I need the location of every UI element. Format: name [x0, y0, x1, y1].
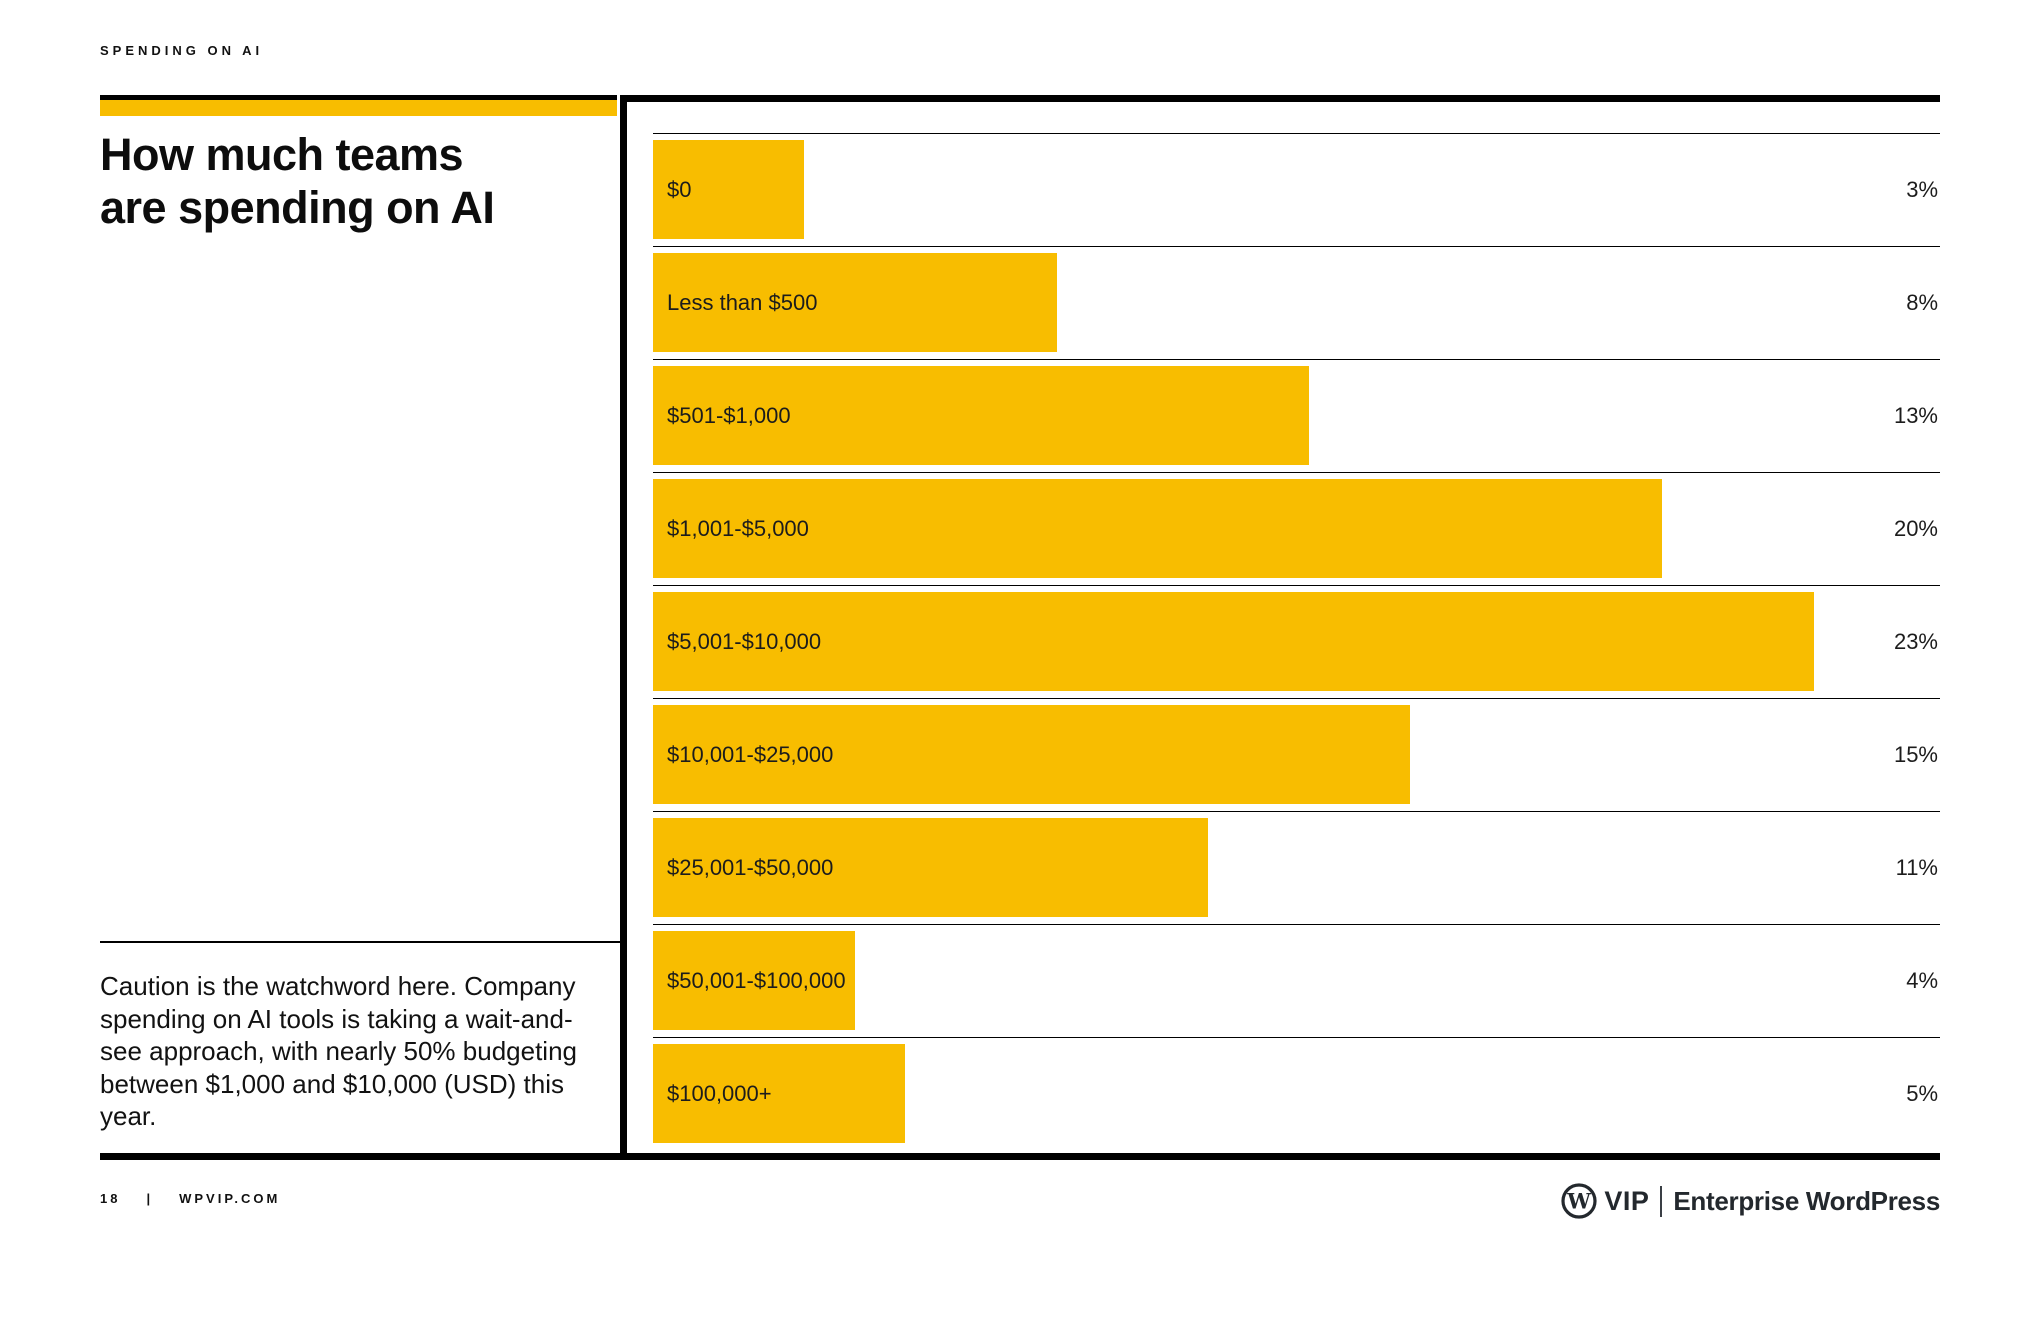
chart-row: $100,000+ 5% — [653, 1037, 1940, 1150]
page-title-line1: How much teams — [100, 129, 464, 180]
bar-value-label: 15% — [1893, 742, 1938, 767]
bar-value-label: 20% — [1893, 516, 1938, 541]
chart-bar: $10,001-$25,000 — [653, 705, 1411, 804]
brand-divider — [1660, 1185, 1663, 1217]
chart-row: Less than $500 8% — [653, 246, 1940, 359]
chart-bar: $5,001-$10,000 — [653, 592, 1814, 691]
chart-bar: $0 — [653, 140, 805, 239]
caption-divider — [100, 941, 620, 943]
bar-value-label: 13% — [1893, 403, 1938, 428]
bar-value-label: 11% — [1895, 855, 1938, 880]
chart-row: $0 3% — [653, 133, 1940, 246]
header-accent-bar — [100, 100, 617, 116]
chart-bar: $1,001-$5,000 — [653, 479, 1663, 578]
caption-text: Caution is the watchword here. Company s… — [100, 971, 577, 1131]
footer-site-url[interactable]: WPVIP.COM — [179, 1191, 281, 1206]
bar-value-label: 4% — [1906, 968, 1938, 993]
chart-row: $1,001-$5,000 20% — [653, 472, 1940, 585]
eyebrow-label: SPENDING ON AI — [100, 43, 264, 58]
vip-wordmark: VIP — [1604, 1185, 1650, 1216]
footer-top-rule — [100, 1153, 1940, 1160]
bar-category-label: $0 — [667, 176, 692, 202]
chart-row: $501-$1,000 13% — [653, 359, 1940, 472]
bar-category-label: $5,001-$10,000 — [667, 628, 822, 654]
page-number: 18 — [100, 1191, 121, 1206]
bar-category-label: $25,001-$50,000 — [667, 854, 834, 880]
header-top-rule — [100, 95, 617, 100]
bar-value-label: 8% — [1906, 290, 1938, 315]
bar-category-label: $1,001-$5,000 — [667, 515, 809, 541]
bar-category-label: Less than $500 — [667, 289, 818, 315]
wordpress-logo-icon: W — [1561, 1183, 1597, 1219]
chart-row: $5,001-$10,000 23% — [653, 585, 1940, 698]
chart-rows: $0 3% Less than $500 8% $501-$1,000 13% $1,001… — [653, 133, 1940, 1150]
chart-row: $10,001-$25,000 15% — [653, 698, 1940, 811]
footer-separator: | — [146, 1191, 154, 1206]
bar-value-label: 3% — [1906, 177, 1938, 202]
footer-left: 18 | WPVIP.COM — [100, 1191, 280, 1206]
bar-category-label: $100,000+ — [667, 1080, 772, 1106]
chart-bar: Less than $500 — [653, 253, 1057, 352]
bar-category-label: $501-$1,000 — [667, 402, 791, 428]
chart-bar: $501-$1,000 — [653, 366, 1310, 465]
chart-row: $50,001-$100,000 4% — [653, 924, 1940, 1037]
spending-bar-chart: $0 3% Less than $500 8% $501-$1,000 13% $1,001… — [620, 95, 1940, 1153]
chart-bar: $100,000+ — [653, 1044, 906, 1143]
wordpress-w-glyph: W — [1567, 1189, 1592, 1214]
bar-value-label: 23% — [1893, 629, 1938, 654]
bar-category-label: $10,001-$25,000 — [667, 741, 834, 767]
chart-bar: $50,001-$100,000 — [653, 931, 855, 1030]
page-title: How much teams are spending on AI — [100, 128, 495, 234]
chart-bar: $25,001-$50,000 — [653, 818, 1209, 917]
page-title-line2: are spending on AI — [100, 182, 495, 233]
bar-category-label: $50,001-$100,000 — [667, 967, 846, 993]
chart-row: $25,001-$50,000 11% — [653, 811, 1940, 924]
brand-lockup: W VIP Enterprise WordPress — [1561, 1183, 1940, 1219]
brand-tagline: Enterprise WordPress — [1673, 1185, 1940, 1216]
bar-value-label: 5% — [1906, 1081, 1938, 1106]
